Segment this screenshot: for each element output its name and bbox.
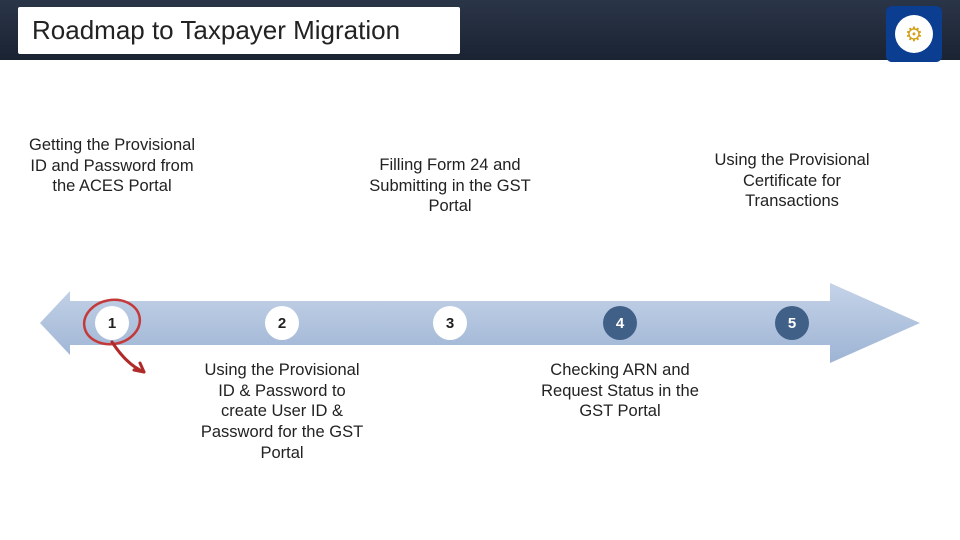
step-label-5: Using the Provisional Certificate for Tr…: [707, 150, 877, 212]
step-number: 5: [788, 315, 796, 332]
step-number: 3: [446, 315, 454, 332]
step-circle-5: 5: [775, 306, 809, 340]
page-title: Roadmap to Taxpayer Migration: [18, 7, 460, 54]
step-label-3: Filling Form 24 and Submitting in the GS…: [365, 155, 535, 217]
diagram-area: 1 2 3 4 5 Getting the Provisional ID and…: [0, 60, 960, 540]
step-number: 4: [616, 315, 624, 332]
step-circle-4: 4: [603, 306, 637, 340]
step-label-1: Getting the Provisional ID and Password …: [27, 135, 197, 197]
step-circle-1: 1: [95, 306, 129, 340]
step-number: 2: [278, 315, 286, 332]
step-circle-2: 2: [265, 306, 299, 340]
step-label-2: Using the Provisional ID & Password to c…: [197, 360, 367, 463]
step-label-4: Checking ARN and Request Status in the G…: [535, 360, 705, 422]
step-circle-3: 3: [433, 306, 467, 340]
header-bar: Roadmap to Taxpayer Migration ⚙: [0, 0, 960, 60]
emblem-icon: ⚙: [895, 15, 933, 53]
org-logo: ⚙: [886, 6, 942, 62]
step-number: 1: [108, 315, 116, 332]
